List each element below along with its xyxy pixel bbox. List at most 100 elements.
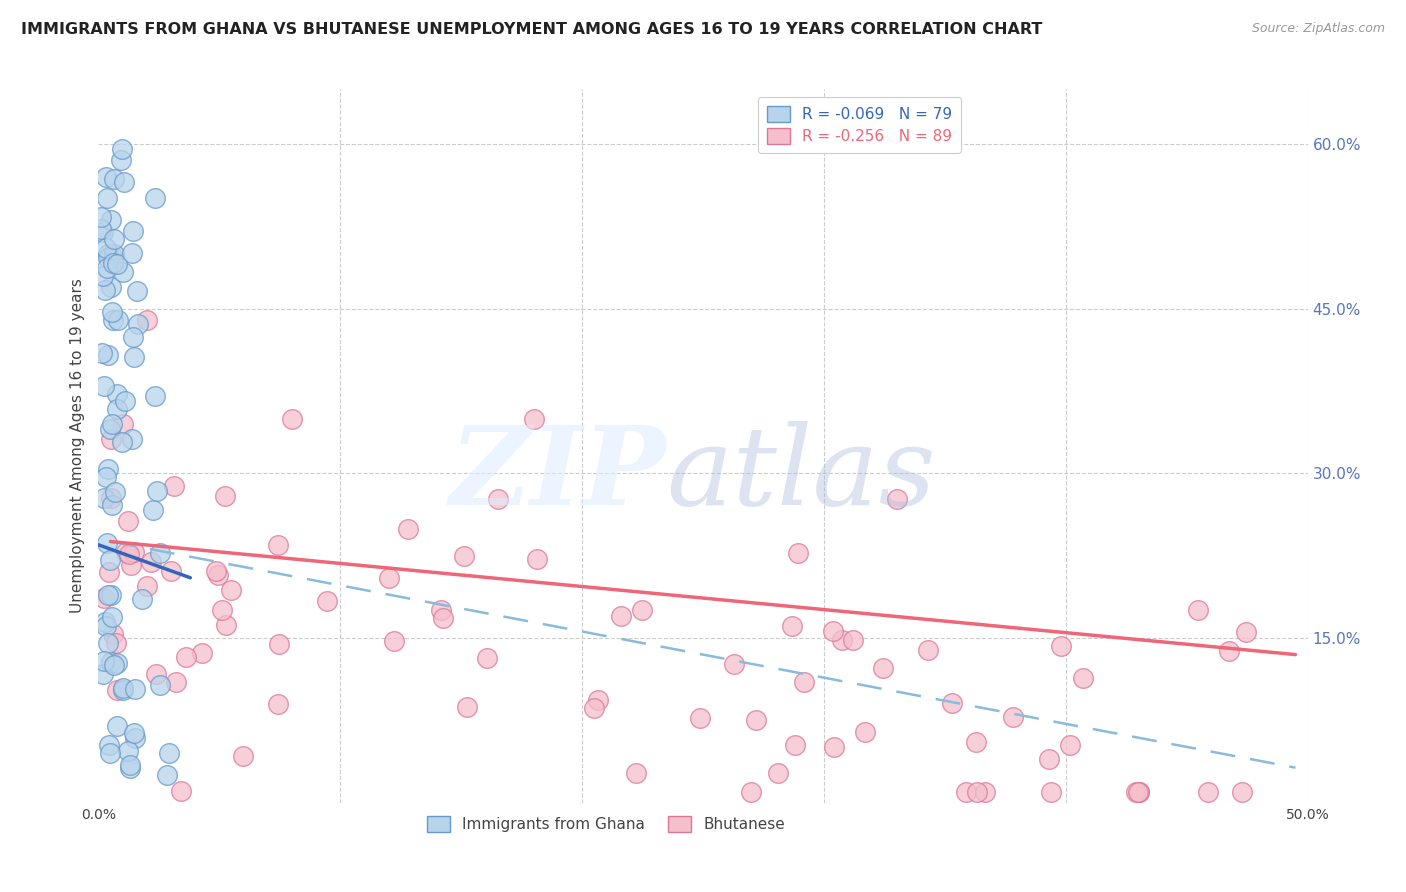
Point (97, 589, 120, 603)
Point (1218, 644, 1240, 658)
Point (214, 489, 236, 503)
Point (103, 658, 125, 673)
Point (114, 545, 136, 559)
Point (91, 269, 114, 284)
Point (110, 153, 132, 167)
Point (121, 245, 143, 260)
Point (97, 636, 120, 650)
Point (211, 603, 233, 617)
Point (886, 491, 908, 506)
Point (214, 617, 236, 632)
Point (610, 609, 633, 624)
Point (456, 700, 478, 714)
Point (96, 462, 118, 476)
Point (139, 555, 162, 569)
Point (97, 738, 120, 752)
Point (205, 564, 228, 578)
Point (135, 312, 157, 326)
Point (917, 643, 939, 657)
Point (100, 417, 122, 431)
Point (124, 731, 146, 746)
Point (1234, 625, 1257, 640)
Point (630, 603, 652, 617)
Point (965, 735, 987, 749)
Point (396, 523, 419, 537)
Point (101, 610, 124, 624)
Point (786, 546, 808, 560)
Point (149, 546, 172, 560)
Point (745, 713, 768, 727)
Point (105, 257, 128, 271)
Point (831, 632, 853, 647)
Legend: Immigrants from Ghana, Bhutanese: Immigrants from Ghana, Bhutanese (422, 810, 792, 838)
Point (94, 615, 117, 630)
Point (1001, 710, 1024, 724)
Text: atlas: atlas (666, 421, 936, 528)
Point (131, 591, 153, 606)
Point (145, 484, 167, 499)
Point (100, 553, 122, 567)
Text: ZIP: ZIP (450, 421, 666, 528)
Point (689, 711, 711, 725)
Point (97, 252, 120, 266)
Point (105, 682, 128, 697)
Point (93, 378, 115, 392)
Point (101, 312, 124, 326)
Text: IMMIGRANTS FROM GHANA VS BHUTANESE UNEMPLOYMENT AMONG AGES 16 TO 19 YEARS CORREL: IMMIGRANTS FROM GHANA VS BHUTANESE UNEMP… (21, 22, 1042, 37)
Point (872, 661, 894, 675)
Point (782, 619, 804, 633)
Point (114, 394, 136, 409)
Point (842, 633, 865, 648)
Point (105, 719, 128, 733)
Point (103, 232, 125, 246)
Point (142, 503, 165, 517)
Point (176, 649, 198, 664)
Point (1126, 785, 1149, 799)
Point (122, 545, 145, 559)
Point (120, 558, 142, 573)
Point (219, 583, 242, 598)
Point (1128, 785, 1150, 799)
Point (793, 675, 815, 690)
Point (588, 693, 610, 707)
Point (105, 386, 128, 401)
Point (105, 657, 128, 671)
Point (94, 469, 117, 483)
Point (1073, 671, 1095, 685)
Point (100, 655, 122, 669)
Point (624, 765, 647, 780)
Point (122, 350, 145, 364)
Point (232, 749, 254, 764)
Point (955, 785, 977, 799)
Point (117, 743, 139, 757)
Point (127, 317, 149, 331)
Point (377, 571, 399, 585)
Point (453, 549, 475, 563)
Point (281, 411, 304, 425)
Point (170, 784, 193, 798)
Point (432, 611, 454, 625)
Y-axis label: Unemployment Among Ages 16 to 19 years: Unemployment Among Ages 16 to 19 years (70, 278, 86, 614)
Point (124, 681, 146, 696)
Point (98, 746, 121, 760)
Point (821, 624, 844, 638)
Point (101, 627, 124, 641)
Point (1040, 785, 1063, 799)
Point (190, 646, 212, 660)
Point (165, 675, 187, 690)
Point (93, 591, 115, 605)
Point (100, 491, 122, 505)
Point (1059, 739, 1081, 753)
Point (104, 485, 127, 500)
Point (97, 247, 120, 261)
Point (111, 142, 134, 156)
Point (91, 666, 114, 681)
Point (1187, 603, 1209, 617)
Point (163, 479, 186, 493)
Point (100, 588, 122, 602)
Point (111, 434, 134, 449)
Point (100, 247, 122, 261)
Point (93, 491, 115, 506)
Point (94, 169, 117, 184)
Point (103, 172, 125, 186)
